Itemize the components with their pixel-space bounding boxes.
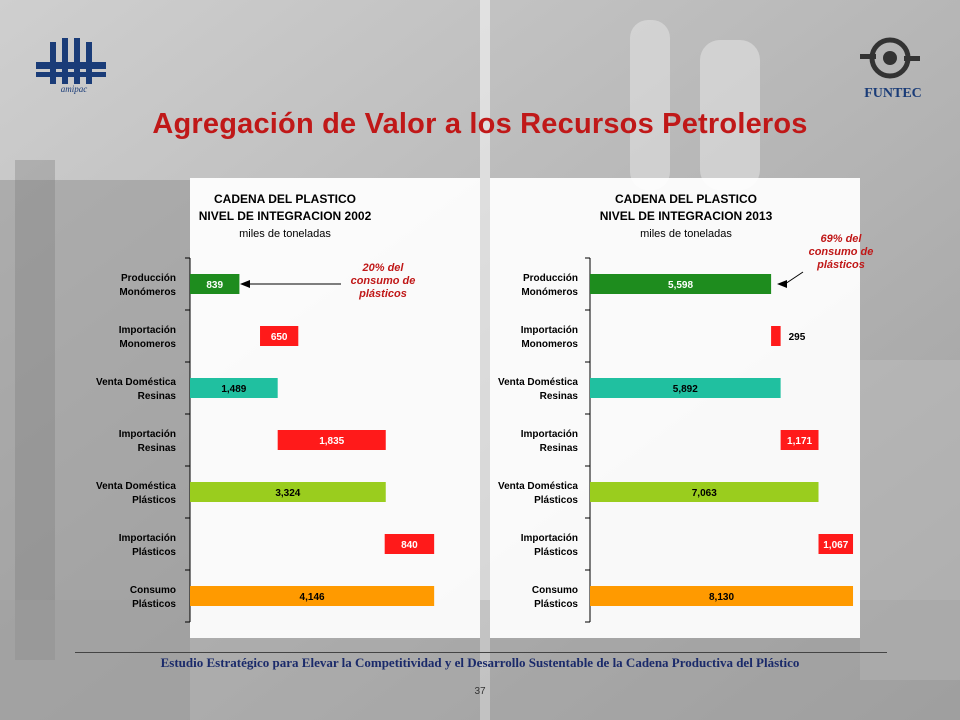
chart-0-data-label: 650 xyxy=(271,332,288,343)
chart-1-annotation-arrowhead xyxy=(777,280,787,288)
chart-1-title-line: NIVEL DE INTEGRACION 2013 xyxy=(600,209,773,223)
funtec-logo xyxy=(860,37,920,79)
chart-1-category-label: Monomeros xyxy=(521,339,578,350)
chart-1-category-label: Resinas xyxy=(540,391,579,402)
chart-1-data-label: 5,892 xyxy=(673,384,698,395)
chart-0-annotation-text: 20% del xyxy=(362,262,405,274)
chart-0-data-label: 4,146 xyxy=(300,592,325,603)
chart-0-category-label: Importación xyxy=(119,429,176,440)
chart-0-category-label: Importación xyxy=(119,325,176,336)
chart-1-bar xyxy=(590,378,781,398)
chart-1-category-label: Importación xyxy=(521,429,578,440)
chart-1-annotation-text: 69% del xyxy=(821,233,863,245)
chart-0-category-label: Producción xyxy=(121,273,176,284)
chart-1-data-label: 8,130 xyxy=(709,592,734,603)
chart-1-category-label: Monómeros xyxy=(521,287,578,298)
chart-0-data-label: 840 xyxy=(401,540,418,551)
chart-1-bar xyxy=(590,586,854,606)
chart-1-category-label: Plásticos xyxy=(534,495,578,506)
funtec-logo-text: FUNTEC xyxy=(864,86,922,101)
chart-0-category-label: Venta Doméstica xyxy=(96,481,176,492)
chart-1-annotation-text: plásticos xyxy=(816,259,865,271)
chart-1-category-label: Importación xyxy=(521,325,578,336)
chart-0-title-line: CADENA DEL PLASTICO xyxy=(214,192,356,206)
chart-0-category-label: Plásticos xyxy=(132,599,176,610)
chart-1-data-label: 7,063 xyxy=(692,488,717,499)
amipac-logo xyxy=(36,38,106,84)
chart-0-annotation-arrowhead xyxy=(240,280,250,288)
chart-1-annotation-text: consumo de xyxy=(809,246,874,258)
chart-1-category-label: Plásticos xyxy=(534,599,578,610)
chart-1-category-label: Resinas xyxy=(540,443,579,454)
chart-0-bar xyxy=(277,430,386,450)
chart-0-category-label: Resinas xyxy=(138,443,177,454)
chart-0-category-label: Resinas xyxy=(138,391,177,402)
chart-0-bar xyxy=(190,586,435,606)
page-number: 37 xyxy=(474,686,486,697)
chart-panel-2002-background xyxy=(190,178,480,638)
chart-1-category-label: Importación xyxy=(521,533,578,544)
footer-rule xyxy=(75,652,887,653)
chart-0-category-label: Importación xyxy=(119,533,176,544)
chart-0-title-line: miles de toneladas xyxy=(239,228,331,240)
chart-0-bar xyxy=(384,534,435,554)
chart-0-data-label: 3,324 xyxy=(275,488,300,499)
chart-0-annotation-text: plásticos xyxy=(358,288,407,300)
chart-1-title-line: miles de toneladas xyxy=(640,228,732,240)
chart-0-category-label: Plásticos xyxy=(132,547,176,558)
chart-0-category-label: Venta Doméstica xyxy=(96,377,176,388)
chart-0-category-label: Consumo xyxy=(130,585,176,596)
chart-panel-2013-background xyxy=(490,178,860,638)
chart-0-data-label: 839 xyxy=(206,280,223,291)
chart-1-bar xyxy=(590,274,772,294)
chart-0-bar xyxy=(190,274,240,294)
chart-0-bar xyxy=(260,326,299,346)
chart-1-data-label: 1,067 xyxy=(823,540,848,551)
chart-1-bar xyxy=(780,430,819,450)
chart-0-bar xyxy=(190,378,278,398)
chart-0-bar xyxy=(190,482,386,502)
chart-1-data-label: 5,598 xyxy=(668,280,693,291)
chart-0-data-label: 1,489 xyxy=(221,384,246,395)
chart-1-category-label: Plásticos xyxy=(534,547,578,558)
chart-0-category-label: Monómeros xyxy=(119,287,176,298)
chart-1-category-label: Venta Doméstica xyxy=(498,481,578,492)
page-title: Agregación de Valor a los Recursos Petro… xyxy=(152,108,808,140)
chart-0-data-label: 1,835 xyxy=(319,436,344,447)
chart-1-bar xyxy=(590,482,819,502)
chart-1-title-line: CADENA DEL PLASTICO xyxy=(615,192,757,206)
chart-1-data-label: 295 xyxy=(789,332,806,343)
chart-1-annotation-arrow xyxy=(784,271,804,285)
chart-0-annotation-text: consumo de xyxy=(351,275,416,287)
chart-0-title-line: NIVEL DE INTEGRACION 2002 xyxy=(199,209,372,223)
chart-0-category-label: Monomeros xyxy=(119,339,176,350)
chart-1-bar xyxy=(818,534,854,554)
chart-1-category-label: Consumo xyxy=(532,585,578,596)
chart-0-category-label: Plásticos xyxy=(132,495,176,506)
amipac-logo-text: amipac xyxy=(60,84,88,94)
chart-1-category-label: Venta Doméstica xyxy=(498,377,578,388)
chart-1-category-label: Producción xyxy=(523,273,578,284)
chart-1-bar xyxy=(771,326,781,346)
chart-1-data-label: 1,171 xyxy=(787,436,812,447)
footer-text: Estudio Estratégico para Elevar la Compe… xyxy=(160,655,800,670)
